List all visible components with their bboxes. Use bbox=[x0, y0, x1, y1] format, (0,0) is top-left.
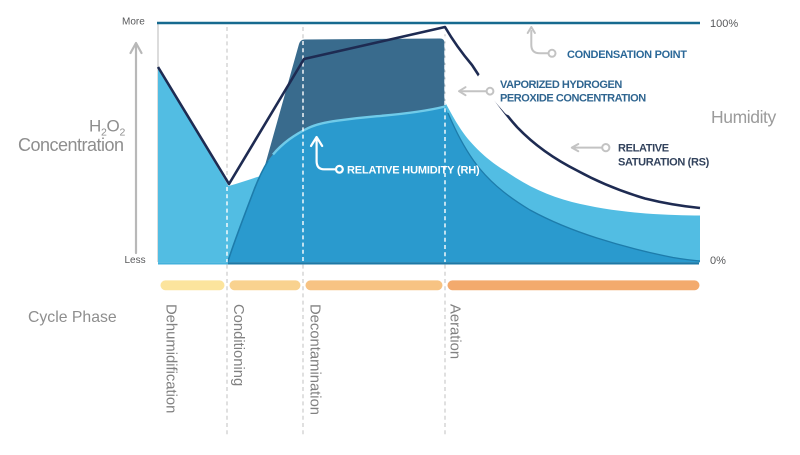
svg-text:Less: Less bbox=[125, 255, 146, 266]
svg-text:PEROXIDE CONCENTRATION: PEROXIDE CONCENTRATION bbox=[500, 93, 646, 105]
svg-text:Aeration: Aeration bbox=[447, 304, 463, 359]
svg-text:RELATIVE HUMIDITY (RH): RELATIVE HUMIDITY (RH) bbox=[347, 165, 480, 177]
svg-text:Dehumidification: Dehumidification bbox=[163, 304, 179, 413]
svg-text:Concentration: Concentration bbox=[18, 135, 124, 155]
svg-text:RELATIVE: RELATIVE bbox=[618, 142, 669, 154]
svg-text:SATURATION (RS): SATURATION (RS) bbox=[618, 156, 710, 168]
svg-text:Cycle Phase: Cycle Phase bbox=[28, 309, 117, 326]
svg-text:Humidity: Humidity bbox=[711, 107, 777, 127]
svg-text:Decontamination: Decontamination bbox=[307, 304, 323, 415]
svg-text:CONDENSATION POINT: CONDENSATION POINT bbox=[567, 49, 687, 61]
svg-text:0%: 0% bbox=[710, 255, 726, 267]
svg-text:More: More bbox=[122, 17, 145, 28]
svg-text:100%: 100% bbox=[710, 18, 738, 30]
svg-text:H2O2: H2O2 bbox=[89, 117, 125, 139]
svg-text:VAPORIZED HYDROGEN: VAPORIZED HYDROGEN bbox=[500, 79, 622, 91]
svg-text:Conditioning: Conditioning bbox=[230, 304, 246, 386]
